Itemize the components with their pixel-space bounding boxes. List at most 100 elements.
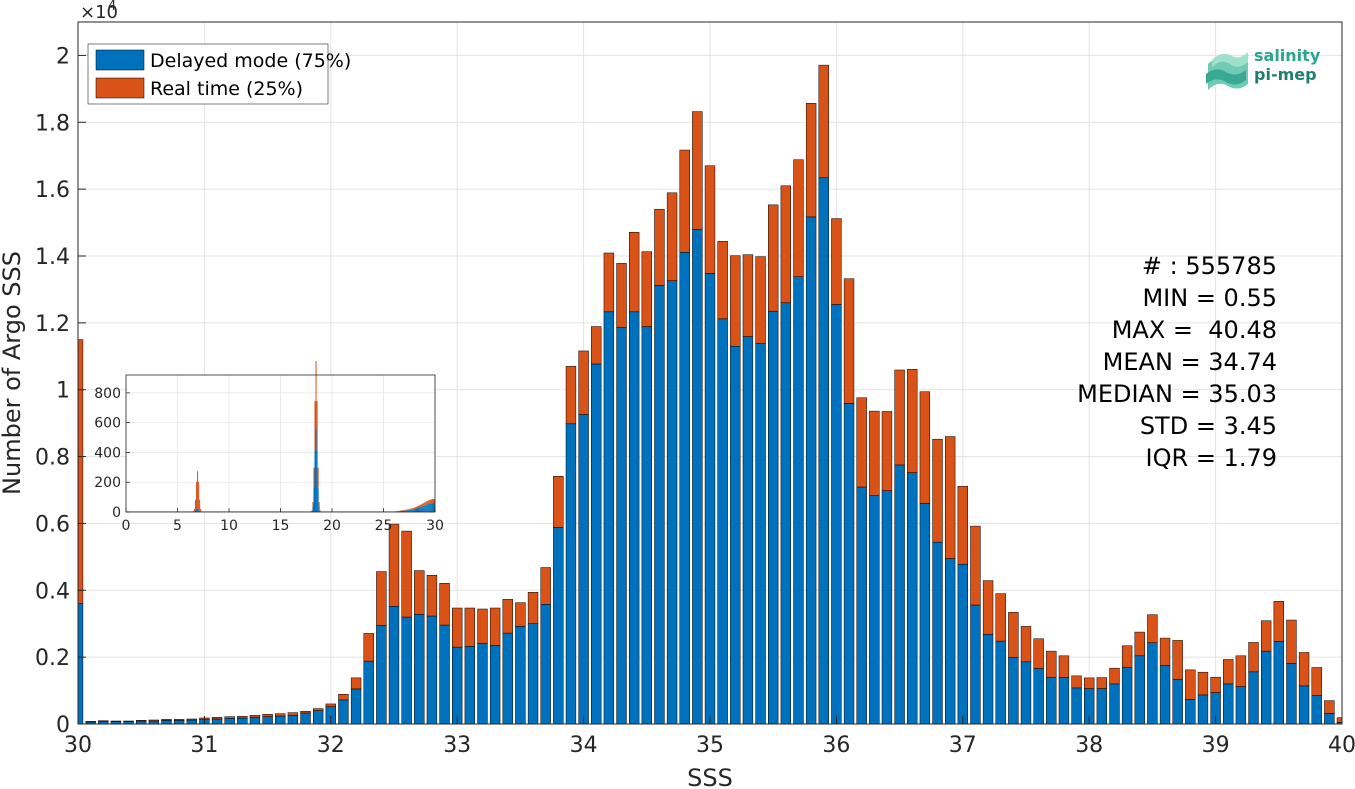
bar-delayed <box>173 720 185 725</box>
inset-bar-delayed <box>411 509 413 512</box>
bar-delayed <box>578 414 589 725</box>
bar-delayed <box>780 302 792 725</box>
x-tick-label: 38 <box>1075 733 1103 758</box>
bar-realtime <box>464 607 476 647</box>
bar-delayed <box>1248 671 1259 725</box>
inset-bar-delayed <box>428 503 430 512</box>
inset-bar-realtime <box>404 509 406 511</box>
y-tick-label: 0.2 <box>35 646 70 671</box>
x-axis-label: SSS <box>687 764 733 789</box>
salinity-pi-mep-logo: salinity pi-mep <box>1204 44 1339 94</box>
bar-delayed <box>692 229 703 725</box>
bar-realtime <box>856 397 867 488</box>
inset-x-tick-label: 25 <box>375 518 393 534</box>
bar-delayed <box>489 645 501 725</box>
inset-bar-realtime <box>197 471 199 509</box>
x-tick-label: 31 <box>190 733 218 758</box>
bar-delayed <box>1159 665 1171 725</box>
bar-realtime <box>1210 676 1221 693</box>
inset-bar-realtime <box>313 467 315 488</box>
y-tick-label: 1.2 <box>35 312 70 337</box>
inset-bar-realtime <box>311 510 313 512</box>
bar-delayed <box>881 490 893 725</box>
bar-delayed <box>1311 695 1322 725</box>
bar-delayed <box>717 318 728 725</box>
bar-realtime <box>1172 640 1183 680</box>
bar-delayed <box>1197 694 1209 725</box>
bar-delayed <box>603 311 615 725</box>
bar-realtime <box>1223 659 1234 685</box>
inset-bar-realtime <box>315 361 317 429</box>
inset-bar-realtime <box>411 508 413 510</box>
bar-realtime <box>363 633 374 662</box>
inset-bar-delayed <box>312 506 314 512</box>
bar-realtime <box>578 350 589 415</box>
bar-realtime <box>502 599 513 634</box>
bar-delayed <box>1286 663 1297 725</box>
bar-realtime <box>717 241 728 320</box>
bar-delayed <box>1273 641 1284 725</box>
inset-bar-realtime <box>421 503 423 507</box>
inset-bar-delayed <box>430 503 432 512</box>
inset-bar-realtime <box>426 501 428 505</box>
bar-delayed <box>452 646 463 725</box>
bar-delayed <box>1109 683 1120 725</box>
bar-realtime <box>692 111 703 230</box>
bar-realtime <box>325 703 336 707</box>
inset-bar-realtime <box>314 400 316 451</box>
inset-x-tick-label: 20 <box>323 518 341 534</box>
stat-min: MIN = 0.55 <box>1142 284 1277 312</box>
inset-bar-realtime <box>432 499 434 503</box>
bar-delayed <box>982 634 994 725</box>
bar-realtime <box>1324 700 1335 714</box>
legend-swatch-delayed <box>95 49 145 71</box>
inset-bar-delayed <box>418 507 420 512</box>
bar-delayed <box>869 495 880 725</box>
bar-delayed <box>805 216 817 725</box>
bar-delayed <box>856 486 867 725</box>
bar-realtime <box>654 208 665 286</box>
inset-bar-realtime <box>422 503 424 506</box>
bar-delayed <box>300 712 311 725</box>
bar-realtime <box>1286 619 1297 664</box>
legend-label-realtime: Real time (25%) <box>150 78 303 100</box>
inset-bar-realtime <box>406 509 408 511</box>
y-exponent-base: ×10 <box>80 2 118 23</box>
inset-bar-delayed <box>399 511 402 512</box>
inset-bar-realtime <box>429 499 431 504</box>
x-tick-label: 34 <box>570 733 598 758</box>
inset-bar-realtime <box>198 481 200 510</box>
bar-delayed <box>793 276 804 725</box>
bar-realtime <box>1134 631 1145 657</box>
y-tick-label: 2 <box>56 44 70 69</box>
inset-bar-realtime <box>414 507 416 509</box>
bar-delayed <box>388 606 400 725</box>
bar-realtime <box>1248 642 1259 673</box>
bar-delayed <box>995 640 1006 725</box>
bar-delayed <box>970 604 981 725</box>
inset-bar-delayed <box>317 487 319 512</box>
stat-median: MEDIAN = 35.03 <box>1077 380 1277 408</box>
bar-delayed <box>376 625 387 725</box>
inset-bar-delayed <box>414 508 416 512</box>
bar-delayed <box>502 632 513 725</box>
bar-delayed <box>262 716 273 725</box>
bar-delayed <box>628 311 640 725</box>
inset-bar-delayed <box>316 450 318 512</box>
y-tick-label: 1.8 <box>35 111 70 136</box>
inset-bar-realtime <box>413 507 415 510</box>
bar-realtime <box>1197 671 1209 696</box>
bar-realtime <box>894 369 905 466</box>
bar-realtime <box>1008 612 1019 658</box>
inset-bar-delayed <box>403 510 405 512</box>
bar-realtime <box>780 185 792 304</box>
bar-realtime <box>603 252 615 313</box>
inset-bar-realtime <box>433 498 435 503</box>
bar-realtime <box>1298 652 1310 687</box>
inset-bar-realtime <box>416 506 418 509</box>
main-y-ticks: 0 0.2 0.4 0.6 0.8 1 1.2 1.4 1.6 1.8 2 <box>35 44 86 738</box>
inset-y-ticks: 0 200 400 600 800 <box>94 386 130 521</box>
bar-realtime <box>995 593 1006 642</box>
x-tick-label: 39 <box>1202 733 1230 758</box>
